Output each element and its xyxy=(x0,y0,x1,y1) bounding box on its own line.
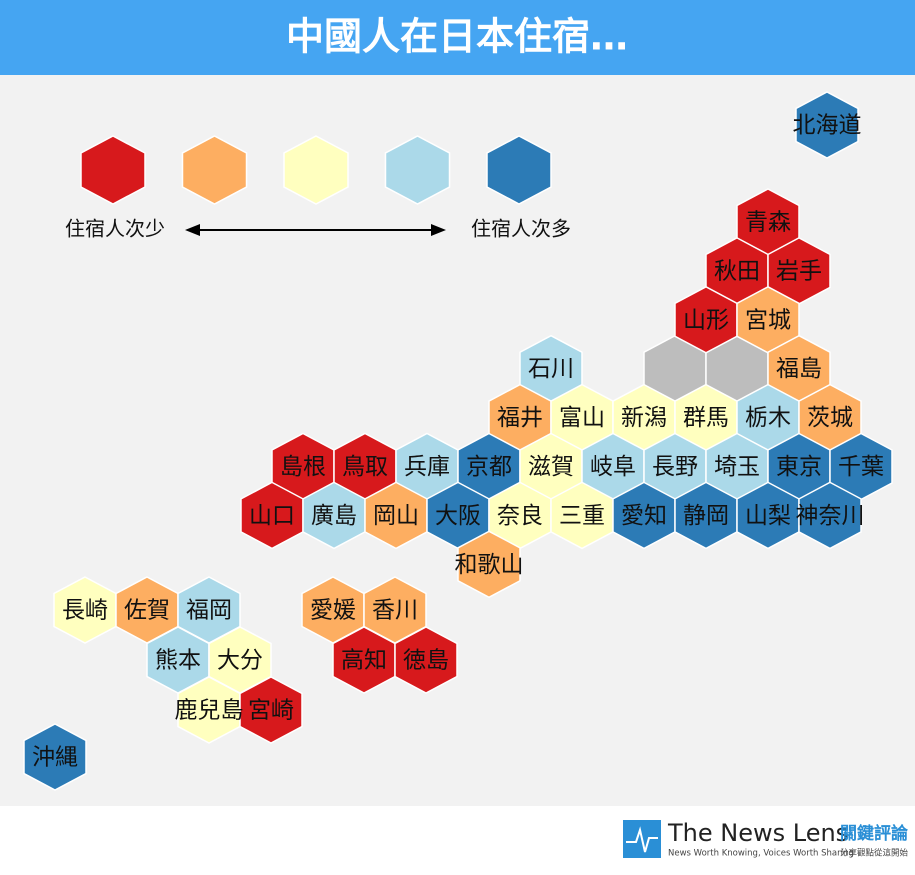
prefecture-label: 三重 xyxy=(559,503,605,529)
title: 中國人在日本住宿… xyxy=(286,15,628,59)
arrow-head xyxy=(431,224,446,236)
legend-hex xyxy=(384,135,451,205)
prefecture-label: 兵庫 xyxy=(404,454,450,480)
prefecture-label: 宮城 xyxy=(745,307,791,333)
prefecture-hex xyxy=(239,676,303,744)
prefecture-label: 山口 xyxy=(249,503,295,529)
legend: 住宿人次少 住宿人次多 xyxy=(65,135,571,241)
prefecture-hex xyxy=(798,481,862,550)
prefecture-label: 佐賀 xyxy=(124,598,170,624)
prefecture-label: 山梨 xyxy=(745,503,791,529)
legend-hex xyxy=(486,135,552,205)
prefecture-label: 愛知 xyxy=(621,503,667,529)
prefecture-label: 茨城 xyxy=(807,405,853,431)
prefecture-label: 静岡 xyxy=(683,503,729,529)
prefecture-label: 岩手 xyxy=(776,258,822,284)
prefecture-label: 栃木 xyxy=(745,405,791,431)
prefecture-label: 京都 xyxy=(466,454,512,480)
header-bar xyxy=(0,0,915,75)
prefecture-label: 徳島 xyxy=(403,648,449,674)
prefecture-label: 廣島 xyxy=(311,503,357,529)
prefecture-label: 大阪 xyxy=(435,503,481,529)
prefecture-label: 北海道 xyxy=(793,113,862,139)
legend-low: 住宿人次少 xyxy=(65,217,165,241)
prefecture-hex xyxy=(23,723,87,791)
legend-hex xyxy=(80,135,146,205)
prefecture-label: 愛媛 xyxy=(310,598,356,624)
tagline-zh: 分享觀點從這開始 xyxy=(840,848,909,859)
prefecture-label: 埼玉 xyxy=(714,454,760,480)
prefecture-label: 香川 xyxy=(372,598,418,624)
prefecture-label: 東京 xyxy=(776,454,822,480)
legend-hex xyxy=(283,135,349,205)
prefecture-label: 熊本 xyxy=(155,648,201,674)
prefecture-label: 長野 xyxy=(652,454,698,480)
prefecture-label: 岐阜 xyxy=(590,454,636,480)
brand-zh: 關鍵評論 xyxy=(840,823,909,844)
logo-pulse xyxy=(626,826,658,853)
prefecture-label: 長崎 xyxy=(62,598,108,624)
prefecture-label: 福岡 xyxy=(186,598,232,624)
prefecture-label: 富山 xyxy=(559,405,605,431)
prefecture-label: 新潟 xyxy=(621,405,667,431)
tagline: News Worth Knowing, Voices Worth Sharing xyxy=(668,849,854,859)
prefecture-label: 島根 xyxy=(280,454,326,480)
prefecture-label: 鳥取 xyxy=(342,454,388,480)
prefecture-label: 千葉 xyxy=(838,454,884,480)
prefecture-hex xyxy=(457,530,521,599)
prefecture-label: 沖縄 xyxy=(32,745,78,771)
prefecture-label: 神奈川 xyxy=(796,503,865,529)
prefecture-label: 青森 xyxy=(745,210,791,236)
brand: The News Lens xyxy=(667,819,848,847)
prefecture-label: 山形 xyxy=(683,307,729,333)
prefecture-label: 奈良 xyxy=(497,503,543,529)
prefecture-hex xyxy=(394,626,458,694)
prefecture-label: 高知 xyxy=(341,648,387,674)
prefecture-label: 岡山 xyxy=(373,503,419,529)
prefecture-label: 鹿兒島 xyxy=(175,698,244,724)
arrow-head xyxy=(185,224,200,236)
legend-hex xyxy=(181,135,248,205)
prefecture-label: 石川 xyxy=(528,356,574,382)
logo: The News Lens News Worth Knowing, Voices… xyxy=(623,819,909,859)
prefecture-label: 滋賀 xyxy=(528,454,574,480)
prefecture-label: 秋田 xyxy=(714,258,760,284)
prefecture-label: 福島 xyxy=(776,356,822,382)
prefecture-hex xyxy=(795,91,859,159)
legend-high: 住宿人次多 xyxy=(471,217,571,241)
prefecture-label: 宮崎 xyxy=(248,698,294,724)
hex-map: 北海道青森秋田 岩手山形 宮城石川 福島福井 富山 新潟 群馬 栃木 茨城島根 鳥取 兵庫 京都 滋賀岐… xyxy=(23,91,893,791)
prefecture-label: 大分 xyxy=(217,648,263,674)
prefecture-label: 福井 xyxy=(497,405,543,431)
prefecture-label: 和歌山 xyxy=(455,552,524,578)
prefecture-label: 群馬 xyxy=(683,405,729,431)
